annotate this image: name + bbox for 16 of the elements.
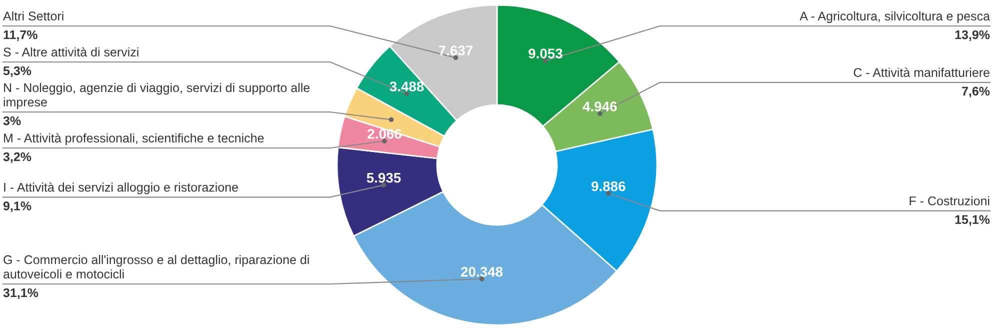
slice-label: M - Attività professionali, scientifiche e tecniche 3,2% [3, 133, 264, 163]
data-label: 9.886 [592, 181, 626, 192]
slice-label: I - Attività dei servizi alloggio e ristorazione 9,1% [3, 182, 238, 212]
data-label: 20.348 [461, 266, 503, 277]
data-label: 4.946 [582, 102, 617, 112]
slice-label: S - Altre attività di servizi 5,3% [3, 47, 138, 77]
slice-label: C - Attività manifatturiere 7,6% [854, 68, 990, 98]
data-label: 7.637 [438, 46, 472, 56]
slice-label: A - Agricoltura, silvicoltura e pesca 13,9% [800, 11, 990, 41]
slice-label: N - Noleggio, agenzie di viaggio, servizi di supporto alle imprese 3% [3, 82, 310, 126]
data-label: 9.053 [528, 48, 562, 58]
data-label: 5.935 [366, 172, 401, 183]
slice-label: G - Commercio all'ingrosso e al dettaglio, riparazione di autoveicoli e motocicli 31,1% [3, 254, 309, 299]
slice-label: Altri Settori 11,7% [3, 11, 64, 41]
slice-label: F - Costruzioni 15,1% [910, 196, 990, 226]
data-label: 3.488 [390, 82, 424, 92]
